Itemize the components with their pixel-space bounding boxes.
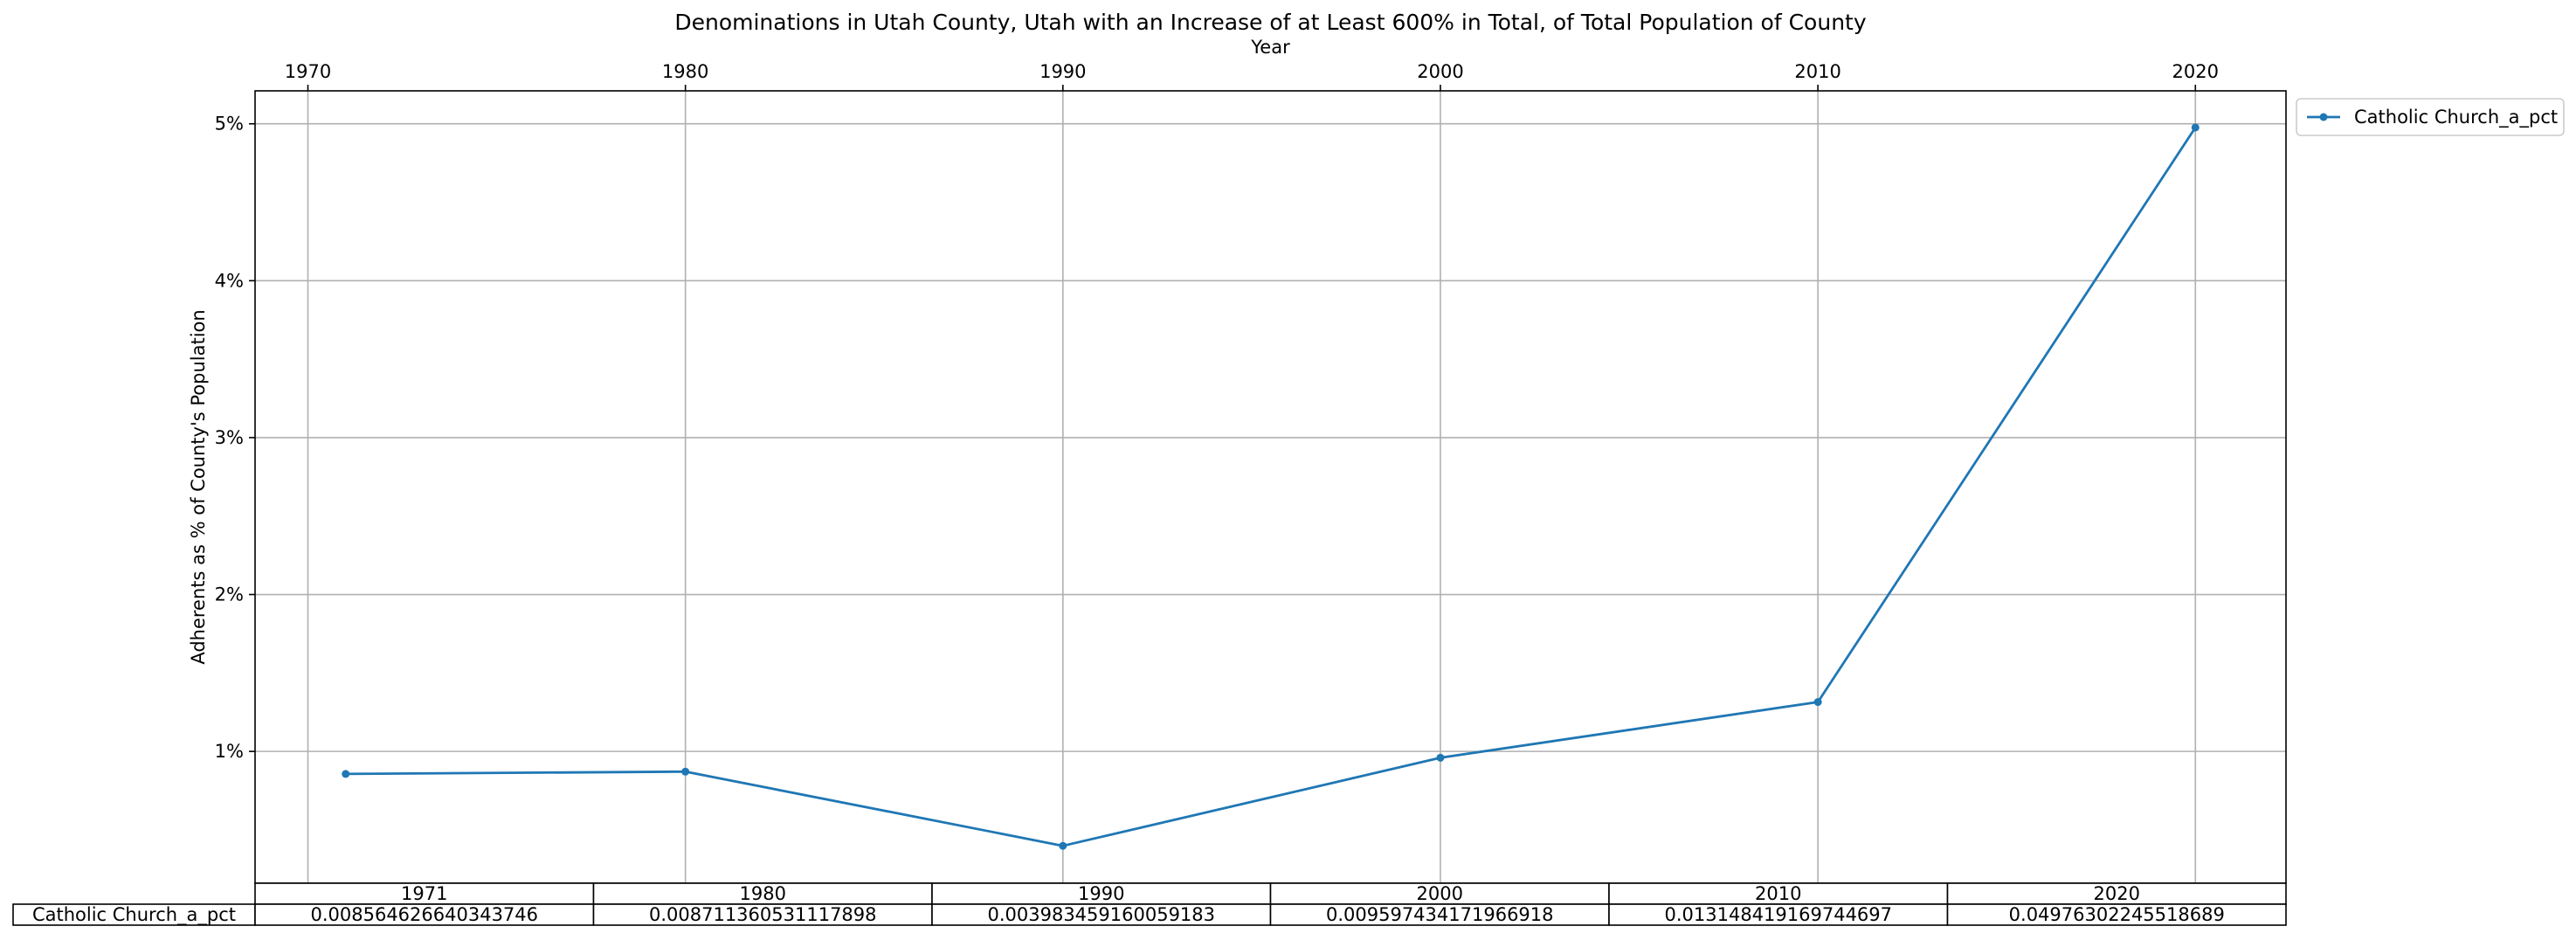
table-value: 0.008564626640343746 (310, 904, 538, 925)
table-value-cell (254, 903, 595, 926)
x-tick-label: 1990 (1039, 61, 1086, 82)
x-tick-label: 2010 (1794, 61, 1840, 82)
chart-title: Denominations in Utah County, Utah with … (674, 10, 1866, 35)
table-column-label: 1971 (401, 883, 447, 904)
table-header-cell (1269, 882, 1610, 905)
table-column-label: 1990 (1078, 883, 1124, 904)
table-row-label-cell (12, 903, 256, 926)
data-point (1813, 698, 1822, 707)
data-point (1059, 841, 1067, 850)
table-value: 0.04976302245518689 (2009, 904, 2225, 925)
y-tick-label: 5% (215, 114, 244, 135)
data-point (342, 770, 350, 778)
y-tick-label: 1% (215, 741, 244, 762)
y-axis-label: Adherents as % of County's Population (188, 309, 209, 664)
data-table: 1971 1980 1990 2000 2010 2020 Catholic Church_… (12, 882, 2287, 926)
table-value: 0.009597434171966918 (1326, 904, 1554, 925)
legend[interactable]: Catholic Church_a_pct (2296, 98, 2565, 136)
y-tick-label: 3% (215, 427, 244, 448)
x-axis-label: Year (1250, 37, 1290, 58)
table-header-cell (592, 882, 933, 905)
legend-entry-label: Catholic Church_a_pct (2354, 107, 2558, 128)
data-point (2191, 123, 2200, 132)
table-header-cell (1946, 882, 2287, 905)
legend-box (2296, 98, 2565, 136)
table-column-label: 2000 (1417, 883, 1463, 904)
table-column-label: 2010 (1755, 883, 1801, 904)
plot-frame (254, 90, 2287, 884)
tick-layer: 1970 1980 1990 2000 2010 2020 1% 2% 3% 4% 5% (215, 61, 2219, 762)
data-point (681, 767, 690, 776)
table-value-cell (1946, 903, 2287, 926)
table-value: 0.008711360531117898 (649, 904, 877, 925)
table-value-cell (931, 903, 1272, 926)
y-tick-label: 2% (215, 584, 244, 605)
x-tick-label: 2000 (1417, 61, 1463, 82)
x-tick-label: 1970 (285, 61, 331, 82)
y-tick-label: 4% (215, 270, 244, 291)
legend-swatch-marker (2319, 113, 2328, 121)
table-column-label: 1980 (740, 883, 786, 904)
table-row-label: Catholic Church_a_pct (32, 904, 236, 926)
grid-lines (255, 91, 2286, 883)
table-value: 0.003983459160059183 (987, 904, 1215, 925)
table-value: 0.013148419169744697 (1664, 904, 1892, 925)
series-line-0 (345, 127, 2197, 847)
data-point (1436, 753, 1445, 762)
table-column-label: 2020 (2094, 883, 2140, 904)
series-layer (342, 123, 2200, 850)
table-value-cell (1269, 903, 1610, 926)
x-tick-label: 1980 (662, 61, 708, 82)
x-tick-label: 2020 (2172, 61, 2219, 82)
